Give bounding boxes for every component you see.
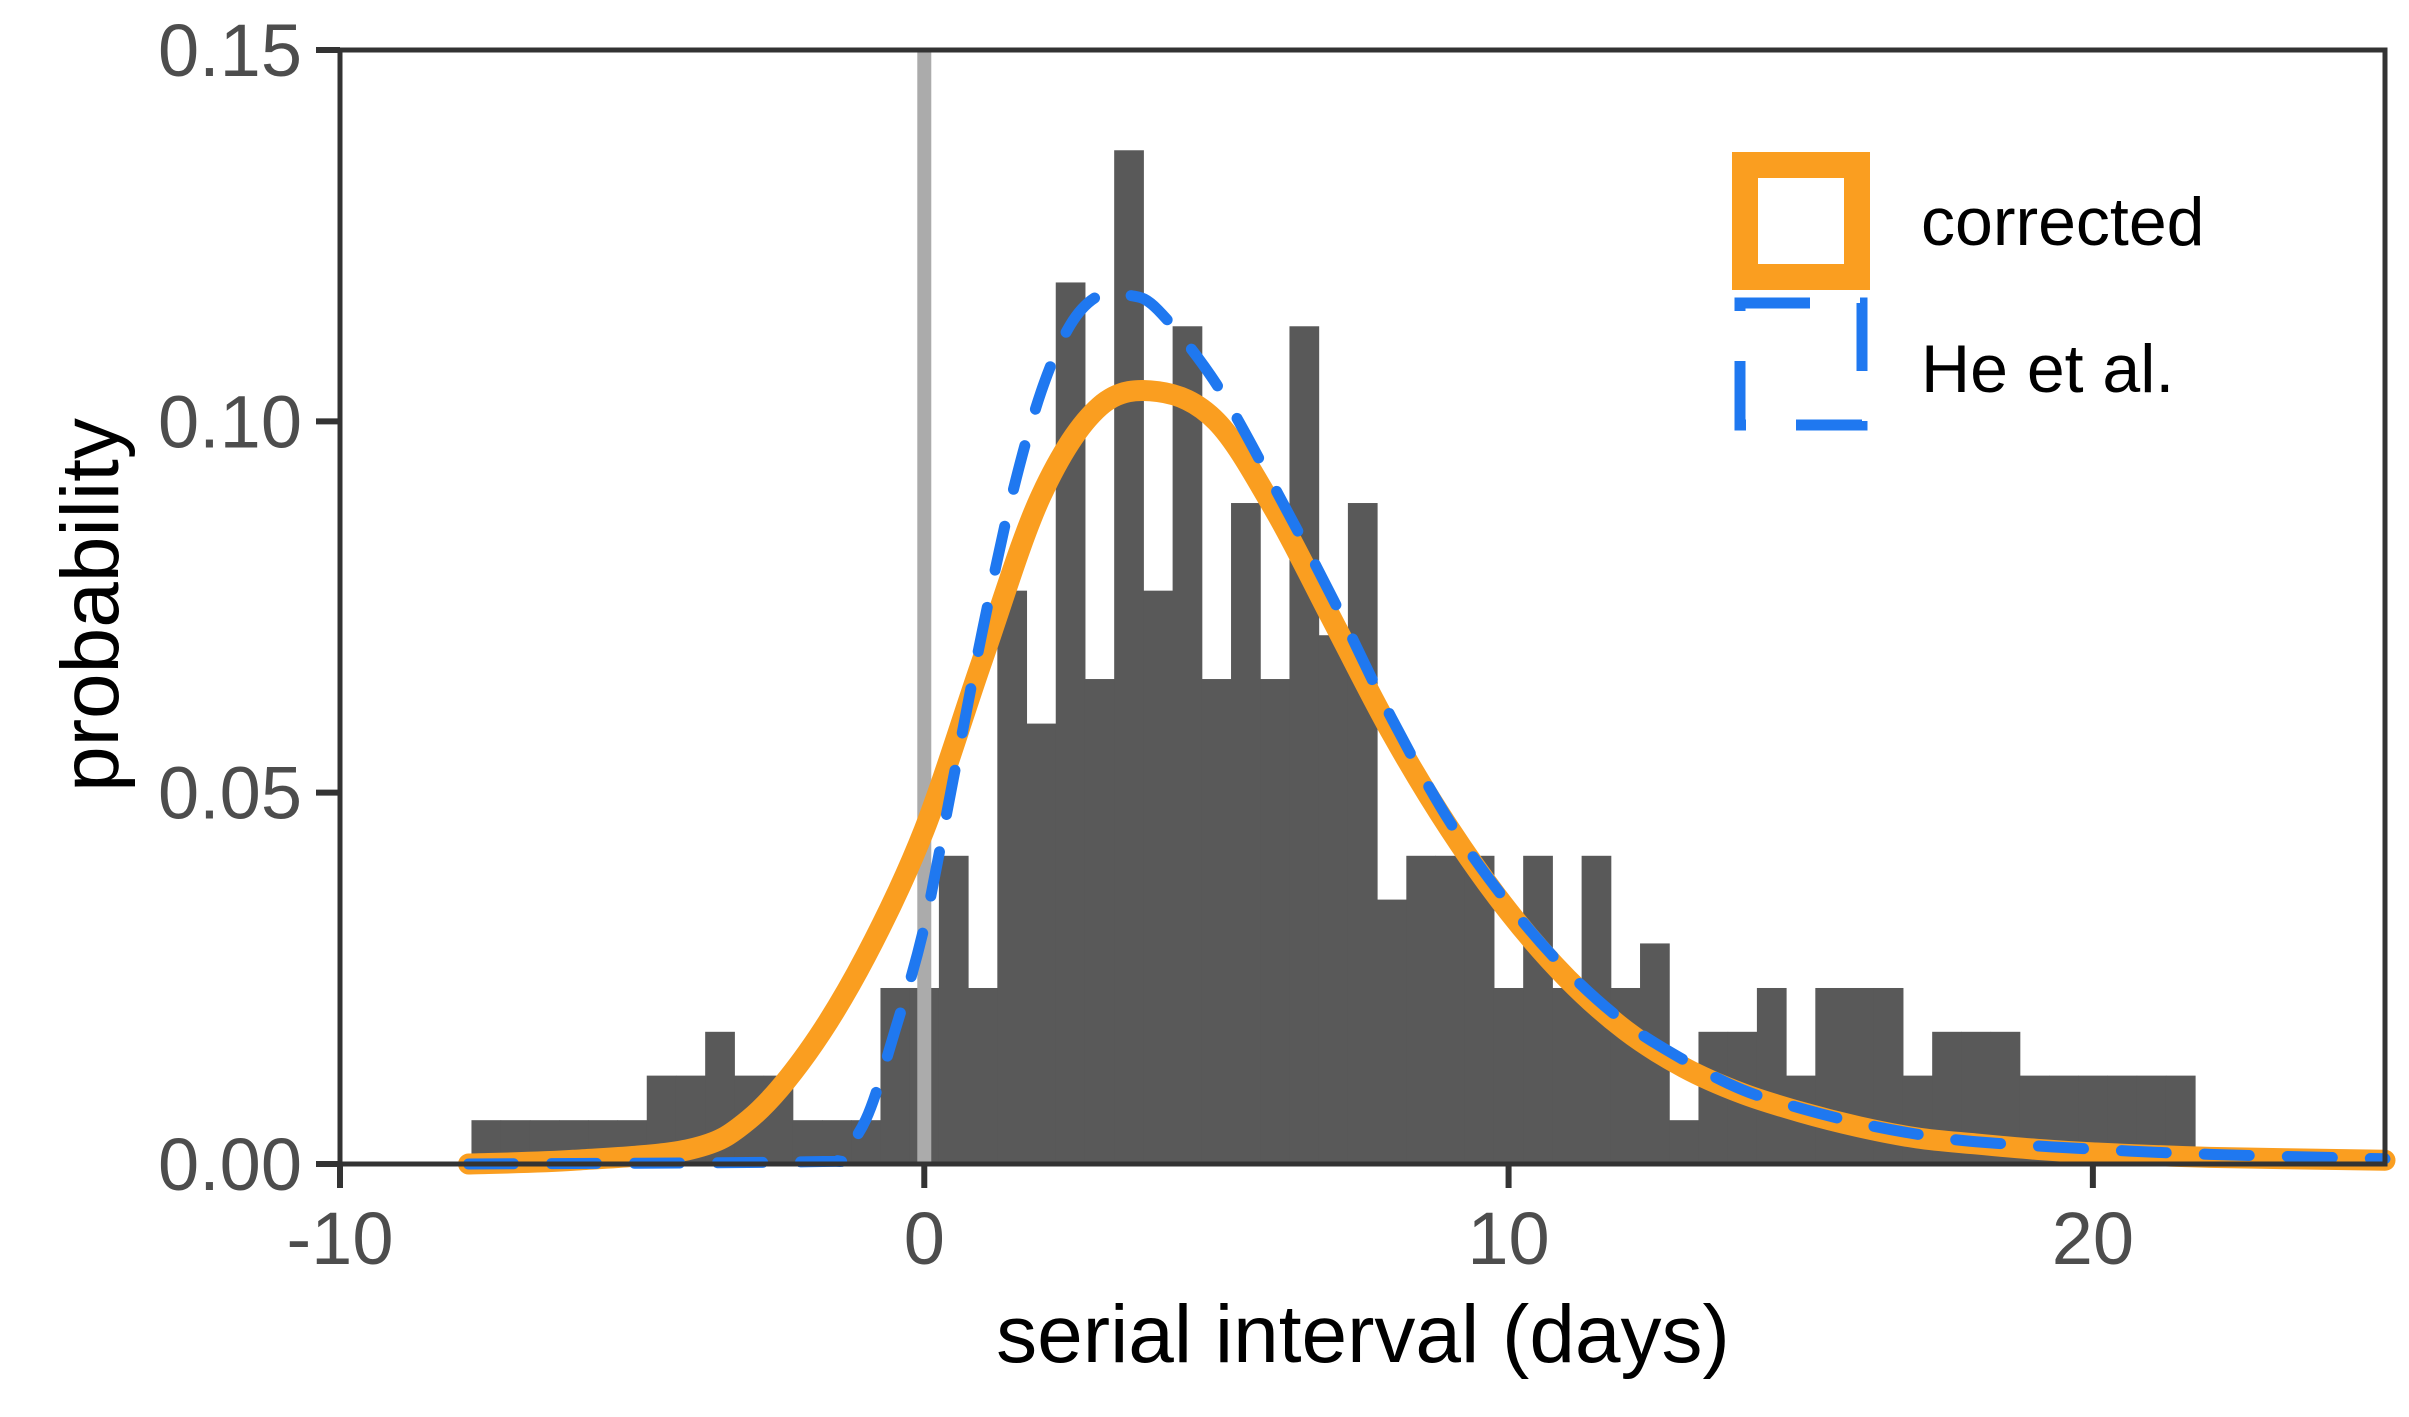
histogram-bar [1698, 1031, 1729, 1164]
legend-key-corrected [1732, 152, 1870, 290]
histogram-bar [1201, 679, 1232, 1164]
histogram-bar [1902, 1075, 1933, 1164]
histogram-bar [1493, 987, 1524, 1164]
histogram-bar [997, 590, 1028, 1164]
histogram-bar [1318, 635, 1349, 1164]
histogram-bar [1172, 326, 1203, 1165]
legend-label-he-et-al: He et al. [1921, 331, 2174, 407]
histogram-bar [1669, 1120, 1699, 1164]
histogram-bar [1026, 723, 1057, 1164]
histogram-bar [968, 987, 998, 1164]
histogram-bar [1231, 503, 1261, 1164]
x-axis: -10 0 10 20 [287, 1164, 2134, 1280]
he-et-al-curve [463, 286, 2391, 1170]
y-axis: 0.00 0.05 0.10 0.15 [158, 9, 340, 1206]
histogram-bar [1406, 855, 1437, 1164]
x-tick-label: 0 [904, 1197, 945, 1280]
y-tick-label: 0.00 [158, 1123, 302, 1206]
histogram-bar [938, 855, 969, 1164]
legend-label-corrected: corrected [1921, 184, 2204, 260]
histogram-bar [1084, 679, 1115, 1164]
x-tick-label: 10 [1467, 1197, 1549, 1280]
histogram-bar [1114, 150, 1144, 1164]
plot-panel-border [337, 47, 2388, 1167]
histogram-bar [1143, 590, 1174, 1164]
y-tick-label: 0.05 [158, 752, 302, 835]
histogram-bar [1435, 855, 1466, 1164]
legend-key-he-et-al [1734, 297, 1868, 431]
y-tick-label: 0.15 [158, 9, 302, 92]
x-tick-label: 20 [2052, 1197, 2134, 1280]
x-tick-label: -10 [287, 1197, 394, 1280]
y-tick-label: 0.10 [158, 380, 302, 463]
histogram-bar [1523, 855, 1553, 1164]
x-axis-title: serial interval (days) [996, 1289, 1730, 1380]
histogram-bar [1815, 987, 1846, 1164]
corrected-curve [458, 380, 2396, 1175]
histogram-bar [1377, 899, 1407, 1164]
histogram-bar [1260, 679, 1290, 1164]
histogram-bar [1464, 855, 1495, 1164]
y-axis-title: probability [45, 418, 136, 792]
histogram-bar [1347, 503, 1378, 1164]
histogram-bar [1756, 987, 1787, 1164]
legend: corrected He et al. [1732, 152, 2204, 431]
histogram-bar [1552, 987, 1583, 1164]
histogram-bar [1289, 326, 1320, 1165]
histogram-bars [471, 150, 2196, 1165]
